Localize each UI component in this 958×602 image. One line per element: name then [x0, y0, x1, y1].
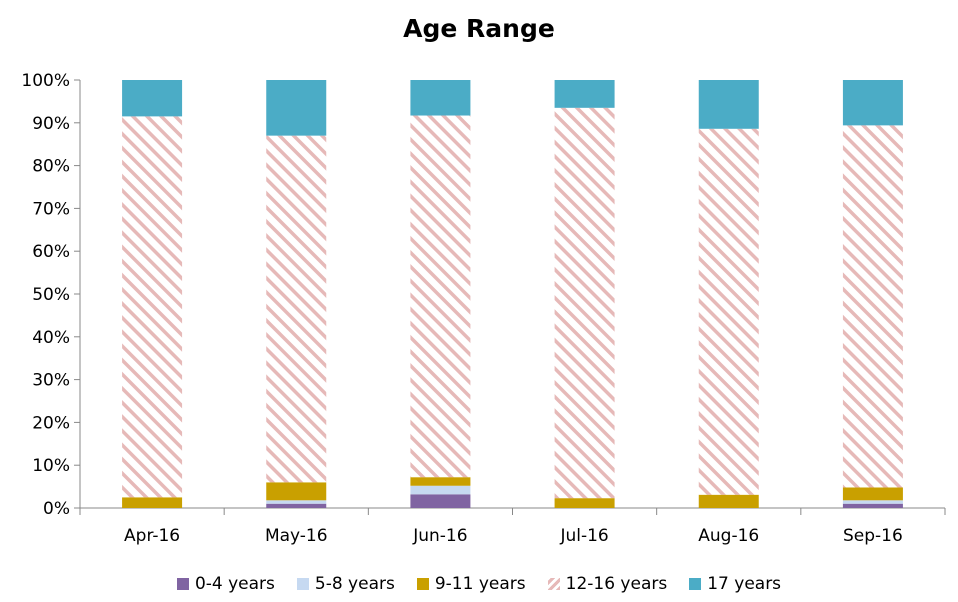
bar-segment-12-16-years: [266, 135, 327, 483]
legend-swatch: [416, 578, 429, 590]
y-tick-label: 0%: [43, 499, 70, 519]
bar-segment-17-years: [698, 80, 759, 129]
bar-segment-17-years: [410, 80, 471, 116]
legend-label: 9-11 years: [434, 574, 526, 594]
bar-segment-9-11-years: [842, 487, 903, 501]
y-tick-label: 100%: [21, 71, 70, 91]
y-tick-label: 60%: [32, 242, 70, 262]
y-tick-label: 10%: [32, 456, 70, 476]
bar-segment-17-years: [842, 80, 903, 126]
bar-segment-12-16-years: [122, 116, 183, 498]
bar-segment-0-4-years: [410, 494, 471, 508]
legend-swatch: [296, 578, 309, 590]
legend-item: 5-8 years: [296, 574, 395, 594]
legend-swatch: [176, 578, 189, 590]
chart-legend: 0-4 years 5-8 years 9-11 years 12-16 years 1…: [0, 574, 958, 594]
legend-item: 0-4 years: [176, 574, 275, 594]
x-tick-label: Aug-16: [698, 526, 759, 546]
x-tick-label: Apr-16: [124, 526, 180, 546]
legend-swatch: [689, 578, 702, 590]
bar-segment-17-years: [554, 80, 615, 108]
bar-segment-12-16-years: [698, 128, 759, 495]
legend-item: 17 years: [689, 574, 781, 594]
bar-segment-5-8-years: [266, 500, 327, 504]
legend-label: 12-16 years: [565, 574, 668, 594]
legend-label: 17 years: [707, 574, 782, 594]
bar-segment-17-years: [122, 80, 183, 117]
x-tick-label: May-16: [265, 526, 328, 546]
legend-label: 0-4 years: [194, 574, 275, 594]
legend-swatch: [547, 578, 560, 590]
y-tick-label: 20%: [32, 413, 70, 433]
bar-segment-9-11-years: [554, 498, 615, 508]
chart-title: Age Range: [403, 14, 555, 43]
legend-item: 9-11 years: [416, 574, 526, 594]
bar-segment-0-4-years: [842, 503, 903, 508]
y-tick-label: 70%: [32, 199, 70, 219]
bar-segment-9-11-years: [410, 477, 471, 486]
y-tick-label: 80%: [32, 157, 70, 177]
bar-segment-5-8-years: [842, 500, 903, 504]
legend-item: 12-16 years: [547, 574, 668, 594]
bar-segment-12-16-years: [554, 107, 615, 499]
bar-segment-5-8-years: [410, 485, 471, 495]
bar-segment-12-16-years: [842, 125, 903, 488]
bar-segment-17-years: [266, 80, 327, 136]
y-tick-label: 30%: [32, 371, 70, 391]
legend-label: 5-8 years: [314, 574, 395, 594]
y-tick-label: 40%: [32, 328, 70, 348]
y-tick-label: 50%: [32, 285, 70, 305]
bar-segment-9-11-years: [122, 497, 183, 508]
bar-segment-12-16-years: [410, 115, 471, 478]
bar-segment-9-11-years: [266, 482, 327, 501]
bar-segment-0-4-years: [266, 503, 327, 508]
bar-segment-9-11-years: [698, 494, 759, 508]
x-tick-label: Jul-16: [559, 526, 608, 546]
x-tick-label: Jun-16: [412, 526, 467, 546]
x-tick-label: Sep-16: [843, 526, 903, 546]
y-tick-label: 90%: [32, 114, 70, 134]
